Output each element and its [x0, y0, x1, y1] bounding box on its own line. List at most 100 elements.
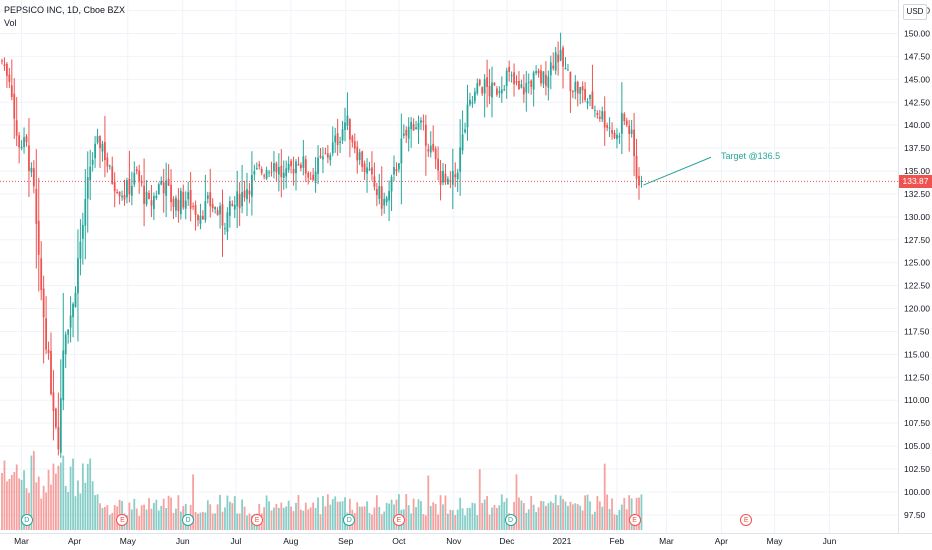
- candle-body: [99, 135, 101, 149]
- volume-bar: [192, 474, 194, 530]
- volume-bar: [493, 504, 496, 530]
- dividend-event-marker[interactable]: D: [504, 514, 517, 526]
- volume-bar: [304, 502, 307, 530]
- volume-bar: [155, 499, 158, 530]
- volume-bar: [224, 507, 226, 530]
- earnings-event-marker[interactable]: E: [628, 514, 641, 526]
- volume-bar: [104, 506, 106, 530]
- candle-body: [30, 167, 33, 173]
- earnings-event-marker[interactable]: E: [392, 514, 405, 526]
- volume-bar: [603, 463, 606, 530]
- candle-body: [64, 334, 67, 355]
- price-tick-label: 125.00: [904, 258, 930, 268]
- volume-bar: [40, 498, 43, 530]
- volume-bar: [322, 495, 324, 530]
- candle-body: [304, 159, 307, 174]
- price-tick-label: 112.50: [904, 372, 930, 382]
- target-trend-line[interactable]: [643, 156, 712, 186]
- volume-bar: [412, 498, 415, 530]
- price-tick-label: 132.50: [904, 189, 930, 199]
- candle-body: [412, 123, 415, 131]
- volume-bar: [221, 511, 224, 530]
- volume-bar: [405, 494, 408, 530]
- candle-body: [459, 147, 462, 172]
- earnings-event-marker[interactable]: E: [251, 514, 264, 526]
- volume-bar: [268, 501, 270, 530]
- volume-bar: [635, 497, 638, 530]
- candle-body: [444, 173, 447, 182]
- volume-bar: [270, 510, 273, 530]
- volume-bar: [69, 466, 72, 530]
- earnings-event-marker[interactable]: E: [116, 514, 129, 526]
- volume-bar: [285, 506, 288, 530]
- earnings-event-marker[interactable]: E: [740, 514, 753, 526]
- candle-body: [37, 220, 40, 255]
- candle-body: [121, 195, 123, 198]
- volume-bar: [233, 496, 236, 530]
- volume-indicator-label[interactable]: Vol: [4, 18, 17, 28]
- candle-body: [202, 215, 204, 220]
- candle-body: [292, 169, 295, 174]
- volume-bar: [329, 504, 332, 530]
- dividend-event-marker[interactable]: D: [343, 514, 356, 526]
- volume-bar: [618, 509, 621, 530]
- volume-bar: [424, 515, 427, 530]
- candle-body: [339, 141, 341, 143]
- last-price-badge: 133.87: [899, 174, 932, 188]
- currency-label[interactable]: USD: [903, 4, 927, 20]
- volume-bar: [623, 497, 626, 530]
- dividend-event-marker[interactable]: D: [182, 514, 195, 526]
- candle-body: [589, 94, 591, 99]
- volume-bar: [574, 503, 577, 530]
- candle-body: [50, 351, 52, 394]
- candle-body: [130, 185, 133, 196]
- volume-bar: [358, 506, 361, 530]
- volume-bar: [385, 502, 388, 530]
- candle-body: [317, 157, 319, 174]
- candle-body: [172, 198, 175, 207]
- volume-bar: [199, 512, 202, 530]
- time-axis[interactable]: Mar Apr May Jun Jul Aug Sep Oct Nov Dec 2021 Feb Mar…: [14, 536, 836, 546]
- volume-bar: [59, 462, 62, 530]
- volume-bar: [108, 514, 111, 530]
- volume-bar: [138, 515, 141, 530]
- volume-bar: [375, 495, 378, 530]
- candle-body: [277, 166, 280, 175]
- volume-bar: [427, 475, 430, 530]
- volume-bar: [145, 509, 148, 530]
- candle-body: [537, 70, 540, 74]
- candle-body: [192, 206, 194, 208]
- candle-body: [273, 163, 275, 172]
- candle-body: [527, 81, 530, 83]
- symbol-title[interactable]: PEPSICO INC, 1D, Cboe BZX: [4, 5, 126, 15]
- target-annotation-text[interactable]: Target @136.5: [721, 151, 781, 162]
- price-tick-label: 145.00: [904, 74, 930, 84]
- candle-body: [23, 137, 25, 148]
- volume-bar: [498, 505, 501, 530]
- candle-body: [263, 175, 266, 177]
- candle-body: [326, 153, 329, 158]
- candle-body: [640, 180, 643, 182]
- candle-body: [336, 133, 339, 146]
- volume-bar: [500, 494, 503, 530]
- candle-body: [248, 190, 251, 195]
- price-axis[interactable]: 97.50 100.00 102.50 105.00 107.50 110.00 112.5…: [904, 6, 930, 520]
- candle-body: [371, 167, 373, 175]
- dividend-event-marker[interactable]: D: [20, 514, 33, 526]
- candle-body: [150, 200, 153, 206]
- candle-body: [238, 194, 241, 209]
- price-tick-label: 135.00: [904, 166, 930, 176]
- volume-bar: [47, 469, 50, 530]
- volume-bar: [363, 506, 366, 530]
- candle-body: [314, 171, 317, 184]
- volume-bar: [496, 508, 498, 530]
- volume-bar: [128, 502, 131, 530]
- candle-body: [206, 195, 209, 199]
- volume-bar: [45, 492, 47, 530]
- volume-bar: [638, 497, 640, 530]
- volume-bar: [491, 507, 493, 530]
- volume-bar: [106, 505, 109, 530]
- volume-bar: [30, 455, 33, 530]
- candle-body: [128, 178, 131, 195]
